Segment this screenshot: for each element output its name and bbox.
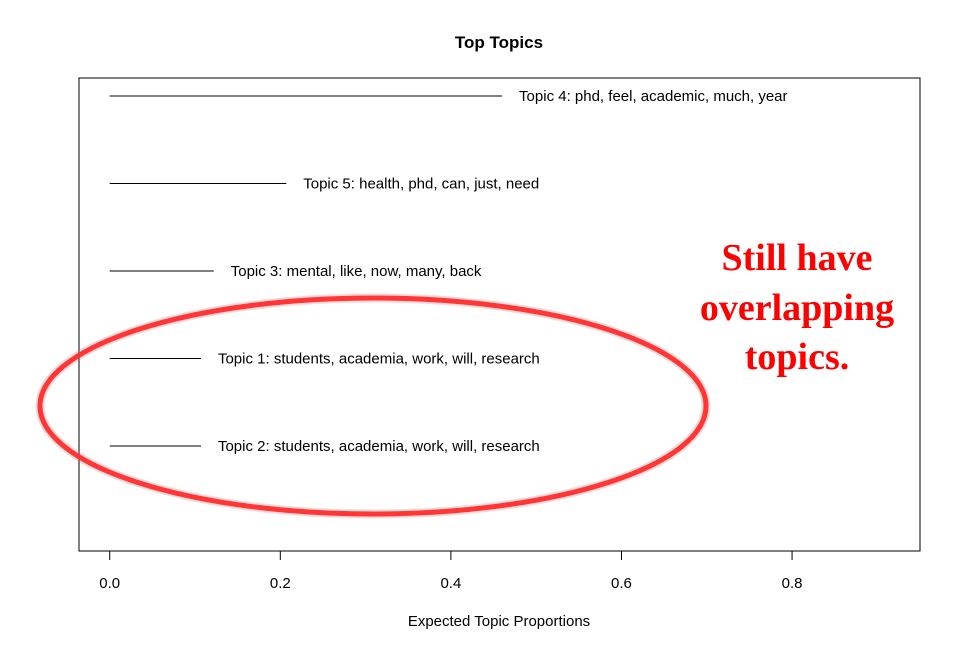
highlight-ellipse-glow [35,293,711,519]
topic-lines: Topic 4: phd, feel, academic, much, year… [109,88,788,455]
topic-label: Topic 1: students, academia, work, will,… [218,351,540,368]
annotation-line: overlapping [700,287,894,329]
chart-title: Top Topics [455,33,543,52]
annotation-text: Still have overlapping topics. [700,237,894,378]
topic-label: Topic 5: health, phd, can, just, need [303,176,539,193]
topic-label: Topic 4: phd, feel, academic, much, year [519,88,787,105]
x-tick-label: 0.0 [99,575,120,592]
x-tick-label: 0.2 [270,575,291,592]
x-tick-label: 0.6 [611,575,632,592]
annotation-line: topics. [745,336,850,378]
annotation-line: Still have [722,237,873,279]
x-tick-label: 0.8 [782,575,803,592]
highlight-ellipse [37,295,709,517]
topic-label: Topic 2: students, academia, work, will,… [218,438,540,455]
topic-label: Topic 3: mental, like, now, many, back [231,263,482,280]
x-tick-label: 0.4 [440,575,461,592]
x-axis-label: Expected Topic Proportions [408,613,590,630]
x-axis: 0.0 0.2 0.4 0.6 0.8 [99,550,803,592]
